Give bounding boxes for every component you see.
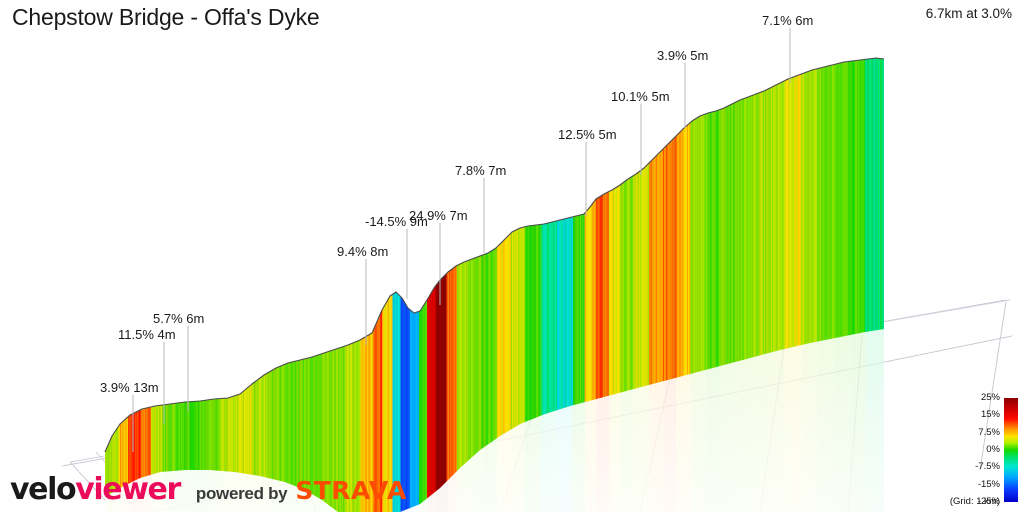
gradient-annotation: 7.1% 6m	[762, 13, 814, 28]
gradient-annotation: 7.8% 7m	[455, 163, 507, 178]
strava-brand: STRAVA	[295, 476, 407, 505]
powered-by-label: powered by	[195, 484, 288, 503]
gradient-annotation: 3.9% 5m	[657, 48, 709, 63]
gradient-annotation: 5.7% 6m	[153, 311, 205, 326]
legend-tick: -25%	[977, 496, 1000, 507]
route-summary: 6.7km at 3.0%	[925, 6, 1012, 21]
grid-scale-note: (Grid: 1 km)	[949, 496, 1000, 507]
legend-tick: 7.5%	[978, 426, 1000, 438]
page-title: Chepstow Bridge - Offa's Dyke	[12, 4, 320, 30]
gradient-annotation: 10.1% 5m	[611, 89, 670, 104]
logo-velo-text: velo	[10, 472, 77, 507]
gradient-annotation: 11.5% 4m	[118, 327, 176, 342]
legend-tick: -7.5%	[975, 461, 1000, 473]
logo-viewer-text: viewer	[75, 472, 181, 507]
gradient-legend: 25% 15% 7.5% 0% -7.5% -15% -25% (Grid: 1 km)	[940, 392, 1020, 508]
gradient-annotation: 24.9% 7m	[409, 208, 468, 223]
gradient-colorbar	[1004, 398, 1018, 502]
veloviewer-logo[interactable]: velo viewer powered by STRAVA	[10, 472, 407, 507]
profile-ribbon	[105, 58, 884, 512]
gradient-annotation: 3.9% 13m	[100, 380, 159, 395]
gradient-legend-ticks: 25% 15% 7.5% 0% -7.5% -15% -25%	[942, 392, 1000, 508]
legend-tick: 0%	[986, 444, 1000, 455]
gradient-annotation: 12.5% 5m	[558, 127, 617, 142]
legend-tick: 15%	[980, 409, 1000, 421]
profile-ridge-outline	[104, 57, 885, 453]
gradient-annotation: 9.4% 8m	[337, 244, 389, 259]
gradient-annotation: -14.5% 9m	[365, 214, 428, 229]
legend-tick: -15%	[977, 478, 1000, 490]
legend-tick: 25%	[980, 392, 1000, 403]
annotation-leader-lines	[132, 28, 791, 452]
